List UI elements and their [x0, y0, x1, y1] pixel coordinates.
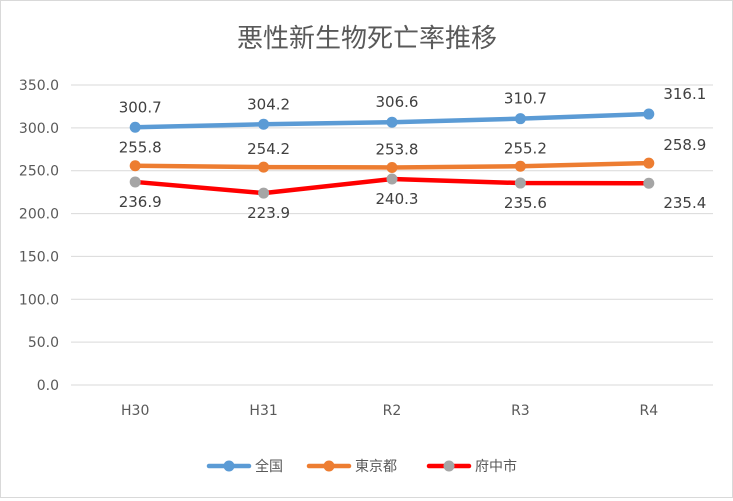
data-label: 304.2: [247, 95, 290, 113]
data-point: [514, 113, 526, 125]
data-point: [129, 176, 141, 188]
data-point: [514, 160, 526, 172]
data-point: [386, 116, 398, 128]
data-label: 310.7: [504, 90, 547, 108]
data-label: 223.9: [247, 204, 290, 222]
legend-label: 府中市: [475, 458, 517, 475]
y-tick-label: 300.0: [19, 121, 59, 137]
data-point: [643, 177, 655, 189]
x-tick-label: R4: [639, 403, 658, 419]
data-label: 235.6: [504, 194, 547, 212]
y-tick-label: 50.0: [28, 335, 59, 351]
data-label: 236.9: [119, 193, 162, 211]
y-tick-label: 100.0: [19, 292, 59, 308]
data-label: 316.1: [663, 85, 706, 103]
y-tick-label: 200.0: [19, 207, 59, 223]
data-label: 253.8: [376, 140, 419, 158]
legend-swatch-marker: [323, 460, 335, 472]
data-point: [386, 173, 398, 185]
y-tick-label: 350.0: [19, 78, 59, 94]
data-point: [514, 177, 526, 189]
x-tick-label: H31: [249, 403, 277, 419]
data-label: 258.9: [663, 136, 706, 154]
data-label: 300.7: [119, 98, 162, 116]
x-tick-label: R3: [511, 403, 530, 419]
data-point: [643, 108, 655, 120]
data-point: [129, 160, 141, 172]
data-point: [129, 121, 141, 133]
data-point: [643, 157, 655, 169]
y-tick-label: 150.0: [19, 249, 59, 265]
legend-label: 全国: [255, 458, 283, 475]
data-label: 254.2: [247, 140, 290, 158]
data-point: [258, 161, 270, 173]
data-label: 255.8: [119, 139, 162, 157]
data-label: 255.2: [504, 139, 547, 157]
data-label: 306.6: [376, 93, 419, 111]
x-tick-label: H30: [121, 403, 149, 419]
data-label: 240.3: [376, 190, 419, 208]
data-point: [258, 187, 270, 199]
data-point: [386, 161, 398, 173]
y-tick-label: 0.0: [37, 378, 59, 394]
data-label: 235.4: [663, 194, 706, 212]
y-tick-label: 250.0: [19, 164, 59, 180]
x-tick-label: R2: [383, 403, 402, 419]
chart-title: 悪性新生物死亡率推移: [237, 24, 497, 54]
legend-label: 東京都: [355, 459, 397, 475]
legend-swatch-marker: [223, 460, 235, 472]
legend-swatch-marker: [443, 460, 455, 472]
data-point: [258, 118, 270, 130]
